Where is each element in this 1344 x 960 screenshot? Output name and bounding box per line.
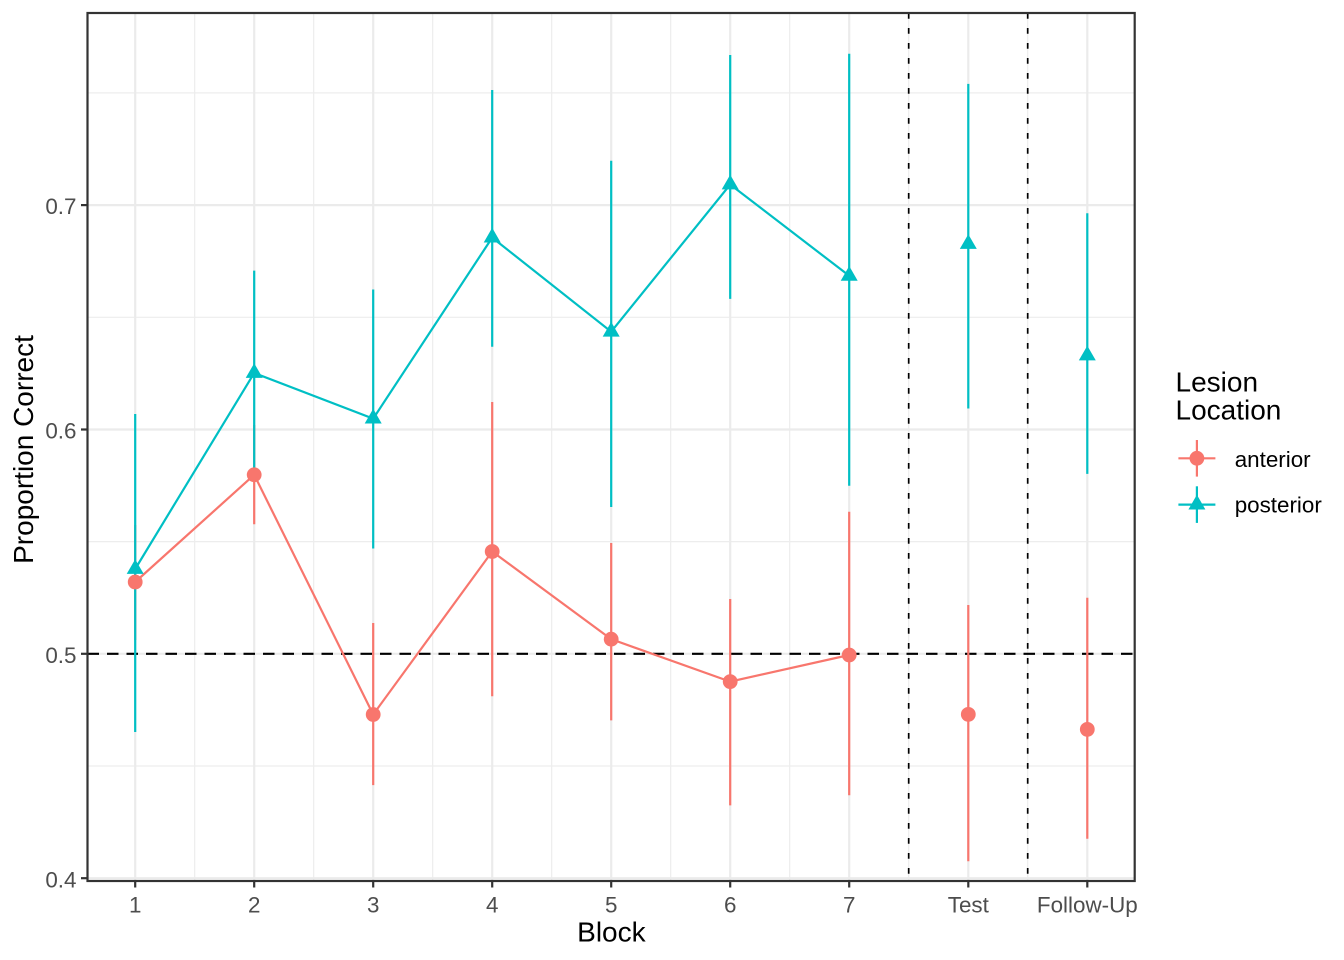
svg-text:4: 4: [486, 893, 498, 918]
svg-text:Location: Location: [1176, 394, 1282, 425]
svg-text:7: 7: [843, 893, 855, 918]
svg-text:0.6: 0.6: [45, 419, 76, 444]
svg-text:6: 6: [724, 893, 736, 918]
svg-text:0.5: 0.5: [45, 643, 76, 668]
svg-text:3: 3: [367, 893, 379, 918]
svg-text:5: 5: [605, 893, 617, 918]
svg-text:Test: Test: [948, 893, 990, 918]
svg-text:Lesion: Lesion: [1176, 367, 1259, 398]
svg-text:Proportion Correct: Proportion Correct: [8, 335, 39, 564]
svg-text:2: 2: [248, 893, 260, 918]
svg-text:0.7: 0.7: [45, 194, 76, 219]
svg-text:Follow-Up: Follow-Up: [1037, 893, 1138, 918]
svg-text:0.4: 0.4: [45, 867, 76, 892]
svg-text:anterior: anterior: [1235, 447, 1311, 472]
svg-text:Block: Block: [577, 917, 646, 948]
svg-text:1: 1: [129, 893, 141, 918]
svg-text:posterior: posterior: [1235, 493, 1323, 518]
